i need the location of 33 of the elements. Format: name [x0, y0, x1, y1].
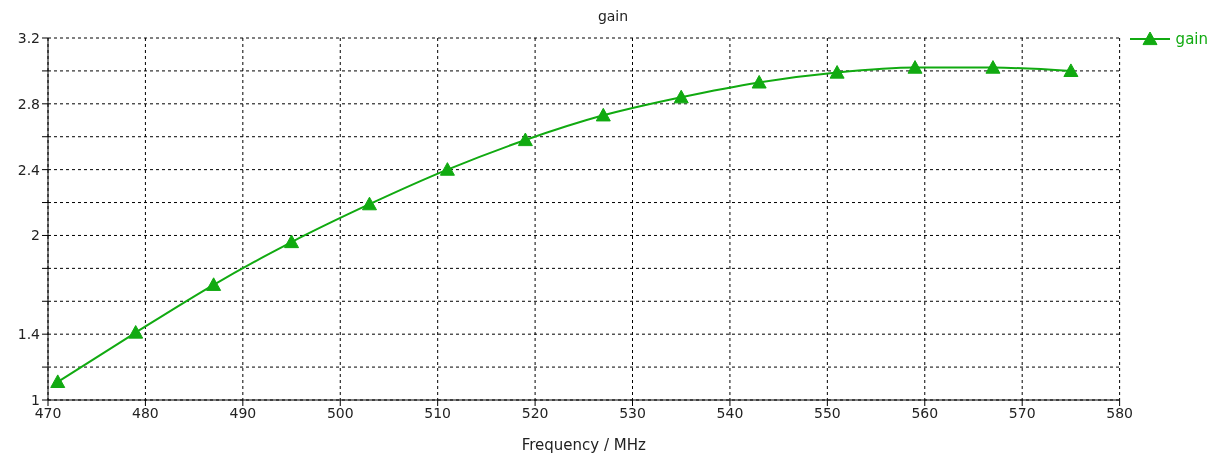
point: [439, 162, 455, 176]
x-tick-label: 560: [911, 404, 939, 421]
x-tick-label: 520: [521, 404, 549, 421]
point: [128, 325, 144, 339]
x-tick-label: 490: [229, 404, 257, 421]
point: [829, 65, 845, 79]
point: [985, 60, 1001, 74]
x-axis-title: Frequency / MHz: [521, 436, 647, 454]
point: [595, 107, 611, 122]
point: [751, 74, 767, 89]
y-tick-label: 2: [31, 227, 40, 244]
x-tick-label: 530: [619, 404, 646, 421]
chart-title: gain: [596, 8, 630, 26]
y-tick-label: 3.2: [17, 29, 40, 46]
x-tick-label: 570: [1008, 404, 1036, 421]
x-tick-label: 550: [813, 404, 841, 421]
point: [206, 277, 222, 291]
point: [517, 132, 533, 147]
legend-label: gain: [1175, 30, 1208, 48]
y-tick-label: 1.4: [17, 326, 41, 343]
point: [361, 196, 377, 211]
point: [907, 60, 923, 74]
y-tick-label: 2.4: [17, 161, 41, 178]
x-tick-label: 580: [1106, 404, 1133, 421]
point: [673, 89, 689, 104]
x-tick-label: 510: [424, 404, 452, 421]
point: [1063, 63, 1079, 78]
x-tick-label: 540: [716, 404, 744, 421]
point: [284, 234, 300, 249]
point: [50, 374, 66, 388]
x-tick-label: 500: [326, 404, 354, 421]
x-tick-label: 480: [132, 404, 159, 421]
y-tick-label: 2.8: [17, 95, 40, 112]
